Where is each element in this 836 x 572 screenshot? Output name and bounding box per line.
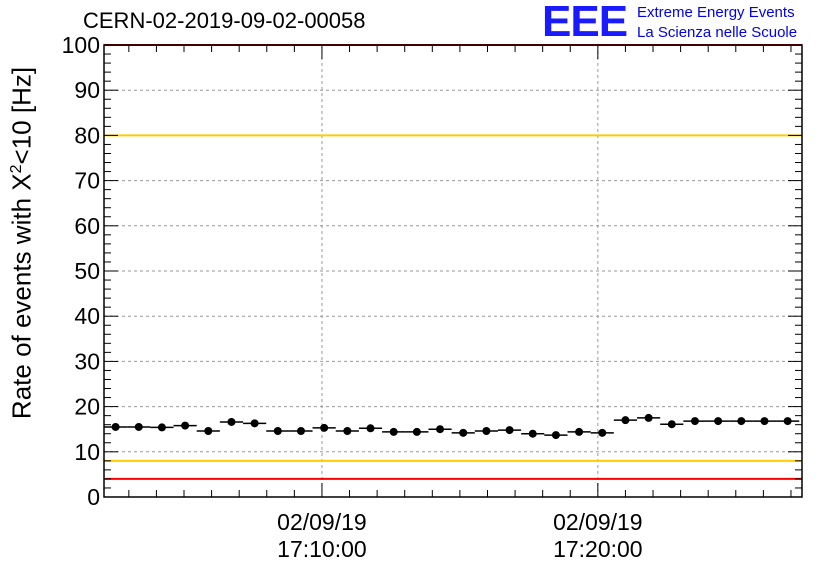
y-tick-label: 10 (74, 439, 100, 465)
data-point (273, 427, 282, 436)
data-point (250, 419, 259, 428)
data-point (667, 420, 676, 429)
x-tick-label-date: 02/09/19 (277, 509, 367, 535)
logo-line-1: Extreme Energy Events (637, 4, 795, 21)
x-tick-label-time: 17:10:00 (277, 536, 367, 562)
y-tick-label: 20 (74, 394, 100, 420)
data-point (389, 427, 398, 436)
data-point (760, 417, 769, 426)
data-point (482, 427, 491, 436)
y-tick-label: 50 (74, 258, 100, 284)
data-point (412, 427, 421, 436)
data-point (459, 428, 468, 437)
y-tick-label: 60 (74, 213, 100, 239)
y-tick-label: 90 (74, 77, 100, 103)
data-point (551, 431, 560, 440)
data-point (528, 429, 537, 438)
eee-logo: EEE (542, 0, 628, 46)
data-point (227, 417, 236, 426)
data-point (714, 417, 723, 426)
x-tick-label-date: 02/09/19 (553, 509, 643, 535)
data-point (204, 427, 213, 436)
x-tick-label-time: 17:20:00 (553, 536, 643, 562)
chart-title: CERN-02-2019-09-02-00058 (83, 8, 366, 33)
y-tick-label: 70 (74, 168, 100, 194)
data-point (111, 422, 120, 431)
data-point (296, 427, 305, 436)
y-axis-label: Rate of events with X2<10 [Hz] (6, 66, 37, 420)
y-tick-label: 100 (62, 32, 100, 58)
data-point (690, 417, 699, 426)
y-tick-label: 80 (74, 122, 100, 148)
data-point (598, 428, 607, 437)
data-point (134, 422, 143, 431)
data-point (157, 423, 166, 432)
data-point (644, 413, 653, 422)
data-point (181, 421, 190, 430)
data-point (366, 424, 375, 433)
y-tick-label: 40 (74, 303, 100, 329)
data-point (436, 425, 445, 434)
data-point (575, 427, 584, 436)
data-point (320, 423, 329, 432)
y-tick-label: 30 (74, 348, 100, 374)
data-point (737, 417, 746, 426)
data-point (621, 416, 630, 425)
logo-line-2: La Scienza nelle Scuole (637, 24, 798, 41)
y-tick-label: 0 (87, 484, 100, 510)
data-point (343, 427, 352, 436)
data-point (505, 426, 514, 435)
data-point (783, 417, 792, 426)
